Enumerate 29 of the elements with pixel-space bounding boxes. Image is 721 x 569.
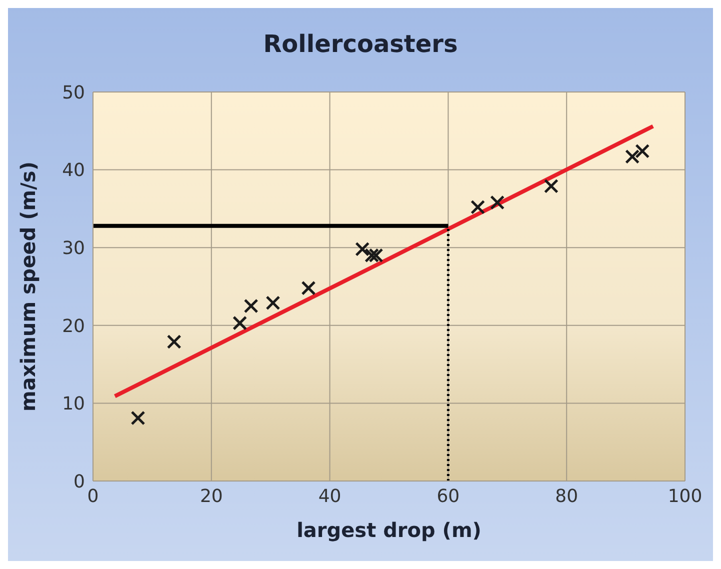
y-tick-label: 0 <box>74 471 85 492</box>
x-tick-label: 60 <box>436 486 460 507</box>
chart-title: Rollercoasters <box>262 30 459 58</box>
x-tick-label: 40 <box>318 486 342 507</box>
y-tick-label: 50 <box>62 82 85 104</box>
point <box>625 149 640 164</box>
x-tick-label: 100 <box>668 486 702 507</box>
point <box>244 298 258 314</box>
x-tick-label: 20 <box>200 486 223 507</box>
x-tick-label: 80 <box>555 486 578 507</box>
point <box>544 178 558 194</box>
y-tick-label: 10 <box>62 394 85 415</box>
point <box>301 280 316 296</box>
point <box>364 248 380 263</box>
y-tick-label: 40 <box>62 160 85 182</box>
point <box>232 316 248 330</box>
x-tick-label: 0 <box>87 486 99 507</box>
point <box>490 195 505 210</box>
y-tick-label: 20 <box>62 316 85 337</box>
point <box>368 248 384 263</box>
y-axis-title: maximum speed (m/s) <box>16 162 40 412</box>
y-tick-label: 30 <box>62 238 85 259</box>
point <box>166 334 182 349</box>
x-axis-title: largest drop (m) <box>296 518 482 542</box>
point <box>130 410 146 426</box>
point <box>635 144 650 158</box>
point <box>266 296 280 310</box>
point <box>355 242 370 256</box>
point <box>470 200 486 214</box>
